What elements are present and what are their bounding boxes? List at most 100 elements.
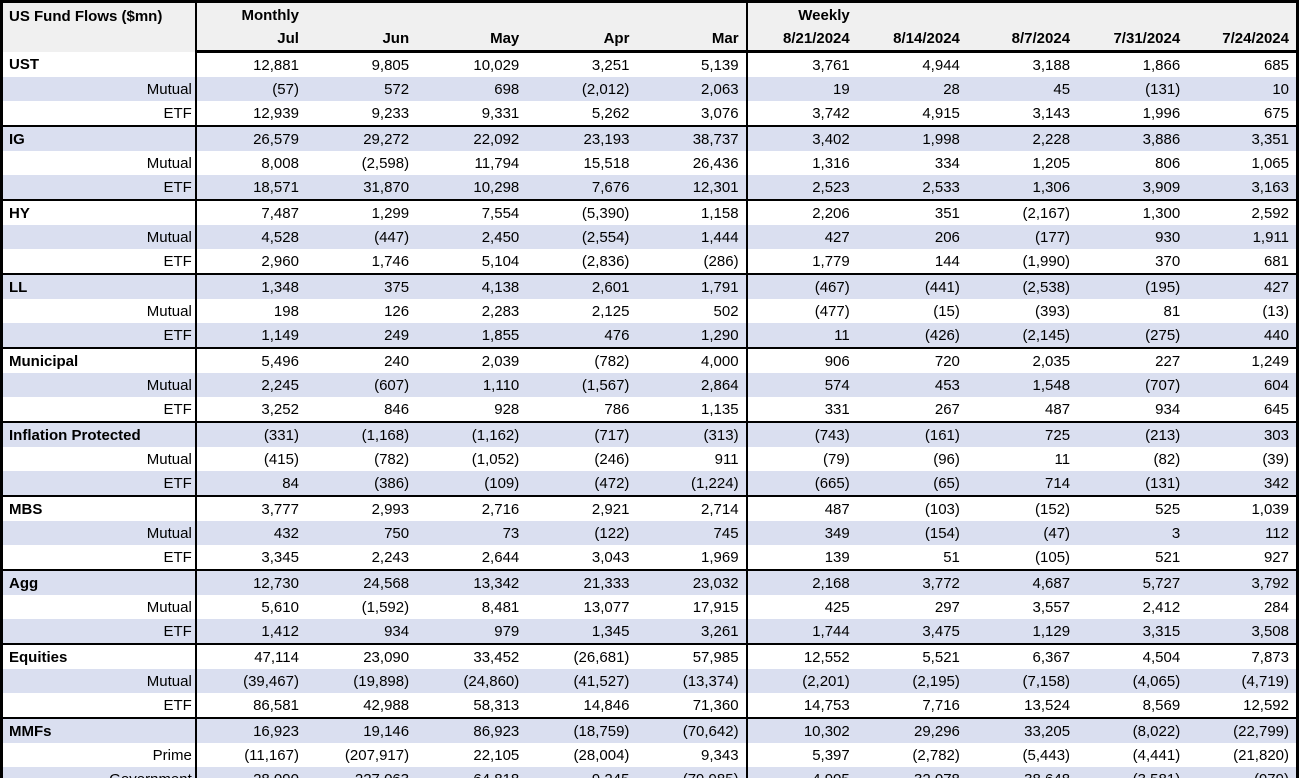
monthly-value-cell: 14,846 bbox=[583, 696, 630, 714]
column-header-week-1: 8/21/2024 bbox=[746, 27, 857, 53]
monthly-value-cell: 33,452 bbox=[416, 643, 527, 669]
weekly-value-cell: (441) bbox=[856, 273, 967, 299]
monthly-value-cell: 786 bbox=[604, 400, 630, 418]
monthly-value-cell: 24,568 bbox=[305, 569, 417, 595]
weekly-value-cell: (105) bbox=[1035, 548, 1071, 566]
monthly-value-cell: 3,043 bbox=[591, 548, 630, 566]
weekly-value-cell: 5,521 bbox=[856, 643, 967, 669]
monthly-value-cell: 2,921 bbox=[526, 495, 637, 521]
weekly-value-cell: 4,944 bbox=[922, 56, 960, 74]
monthly-value-cell: (782) bbox=[374, 450, 410, 468]
category-label: Inflation Protected bbox=[1, 421, 197, 447]
weekly-value-cell: 5,397 bbox=[812, 746, 850, 764]
weekly-value-cell: 3,557 bbox=[1032, 598, 1071, 616]
weekly-value-cell: 487 bbox=[746, 495, 857, 521]
weekly-value-cell: 1,129 bbox=[966, 619, 1078, 644]
subcategory-label: Mutual bbox=[1, 225, 197, 249]
subcategory-label: Mutual bbox=[1, 447, 197, 471]
monthly-value-cell: 15,518 bbox=[583, 154, 630, 172]
monthly-value-cell: 1,290 bbox=[636, 323, 748, 348]
monthly-value-cell: 13,077 bbox=[583, 598, 630, 616]
weekly-value-cell: 3,351 bbox=[1187, 125, 1298, 151]
column-header-week-5: 7/24/2024 bbox=[1187, 27, 1298, 53]
monthly-value-cell: 911 bbox=[636, 447, 748, 471]
table-row: Mutual 2,245 (607) 1,110 (1,567) 2,864 574 453 1… bbox=[1, 373, 1298, 397]
weekly-value-cell: 3,792 bbox=[1187, 569, 1298, 595]
table-row: Agg 12,730 24,568 13,342 21,333 23,032 2,168 3,… bbox=[1, 569, 1298, 595]
category-label: LL bbox=[1, 273, 197, 299]
table-row: MBS 3,777 2,993 2,716 2,921 2,714 487 (103) (152… bbox=[1, 495, 1298, 521]
weekly-value-cell: 1,039 bbox=[1187, 495, 1298, 521]
column-header-week-4: 7/31/2024 bbox=[1077, 27, 1188, 53]
weekly-value-cell: (2,538) bbox=[966, 273, 1078, 299]
weekly-value-cell: 3,475 bbox=[856, 619, 967, 644]
weekly-value-cell: 28 bbox=[856, 77, 967, 101]
weekly-value-cell: (103) bbox=[856, 495, 967, 521]
monthly-value-cell: (41,527) bbox=[526, 669, 637, 693]
monthly-value-cell: 745 bbox=[636, 521, 748, 545]
monthly-value-cell: 5,610 bbox=[261, 598, 299, 616]
monthly-value-cell: 31,870 bbox=[305, 175, 417, 200]
column-header-apr: Apr bbox=[526, 27, 637, 53]
weekly-value-cell: (47) bbox=[966, 521, 1078, 545]
weekly-value-cell: 6,367 bbox=[966, 643, 1078, 669]
monthly-value-cell: 750 bbox=[305, 521, 417, 545]
monthly-value-cell: (2,598) bbox=[361, 154, 410, 172]
monthly-value-cell: 1,110 bbox=[416, 373, 527, 397]
monthly-value-cell: (415) bbox=[263, 450, 299, 468]
weekly-value-cell: (393) bbox=[1035, 302, 1071, 320]
weekly-value-cell: 4,687 bbox=[966, 569, 1078, 595]
subcategory-label: Mutual bbox=[1, 151, 197, 175]
weekly-value-cell: 927 bbox=[1263, 548, 1289, 566]
weekly-value-cell: (467) bbox=[746, 273, 857, 299]
category-label: MBS bbox=[1, 495, 197, 521]
weekly-value-cell: 521 bbox=[1155, 548, 1181, 566]
monthly-value-cell: 249 bbox=[305, 323, 417, 348]
weekly-value-cell: 3,886 bbox=[1077, 125, 1188, 151]
column-header-jul: Jul bbox=[195, 27, 306, 53]
monthly-value-cell: (26,681) bbox=[526, 643, 637, 669]
monthly-value-cell: 2,993 bbox=[305, 495, 417, 521]
weekly-value-cell: 1,316 bbox=[812, 154, 850, 172]
monthly-value-cell: 10,029 bbox=[473, 56, 520, 74]
category-label: UST bbox=[1, 51, 197, 77]
weekly-value-cell: (7,158) bbox=[966, 669, 1078, 693]
monthly-value-cell: 16,923 bbox=[195, 717, 306, 743]
table-row: Mutual 5,610 (1,592) 8,481 13,077 17,915 425 29… bbox=[1, 595, 1298, 619]
weekly-value-cell: 1,866 bbox=[1142, 56, 1181, 74]
weekly-value-cell: 525 bbox=[1077, 495, 1188, 521]
table-row: UST 12,881 9,805 10,029 3,251 5,139 3,761 4,944… bbox=[1, 51, 1298, 77]
weekly-value-cell: (4,719) bbox=[1187, 669, 1298, 693]
weekly-value-cell: (979) bbox=[1187, 767, 1298, 778]
monthly-value-cell: 1,348 bbox=[195, 273, 306, 299]
monthly-value-cell: 86,923 bbox=[416, 717, 527, 743]
monthly-value-cell: 1,791 bbox=[636, 273, 748, 299]
weekly-value-cell: 2,412 bbox=[1142, 598, 1181, 616]
monthly-value-cell: 18,571 bbox=[195, 175, 306, 200]
weekly-value-cell: (131) bbox=[1077, 471, 1188, 496]
monthly-value-cell: 23,032 bbox=[636, 569, 748, 595]
monthly-value-cell: (1,567) bbox=[526, 373, 637, 397]
monthly-value-cell: 2,601 bbox=[526, 273, 637, 299]
weekly-value-cell: 906 bbox=[746, 347, 857, 373]
weekly-value-cell: 3,143 bbox=[1032, 104, 1071, 122]
monthly-value-cell: (246) bbox=[594, 450, 630, 468]
monthly-value-cell: 12,939 bbox=[253, 104, 299, 122]
monthly-value-cell: 928 bbox=[494, 400, 520, 418]
monthly-value-cell: 3,777 bbox=[195, 495, 306, 521]
monthly-value-cell: 1,135 bbox=[636, 397, 748, 422]
weekly-value-cell: (275) bbox=[1077, 323, 1188, 348]
monthly-value-cell: (28,004) bbox=[573, 746, 630, 764]
weekly-value-cell: 930 bbox=[1077, 225, 1188, 249]
subcategory-label: ETF bbox=[1, 397, 197, 422]
weekly-value-cell: 1,779 bbox=[812, 252, 850, 270]
monthly-value-cell: 64,818 bbox=[416, 767, 527, 778]
monthly-value-cell: 1,345 bbox=[526, 619, 637, 644]
monthly-value-cell: 57,985 bbox=[636, 643, 748, 669]
subcategory-label: Mutual bbox=[1, 373, 197, 397]
monthly-value-cell: 17,915 bbox=[636, 595, 748, 619]
monthly-value-cell: 28,090 bbox=[195, 767, 306, 778]
monthly-value-cell: 4,138 bbox=[416, 273, 527, 299]
monthly-value-cell: 12,301 bbox=[636, 175, 748, 200]
weekly-value-cell: 453 bbox=[856, 373, 967, 397]
